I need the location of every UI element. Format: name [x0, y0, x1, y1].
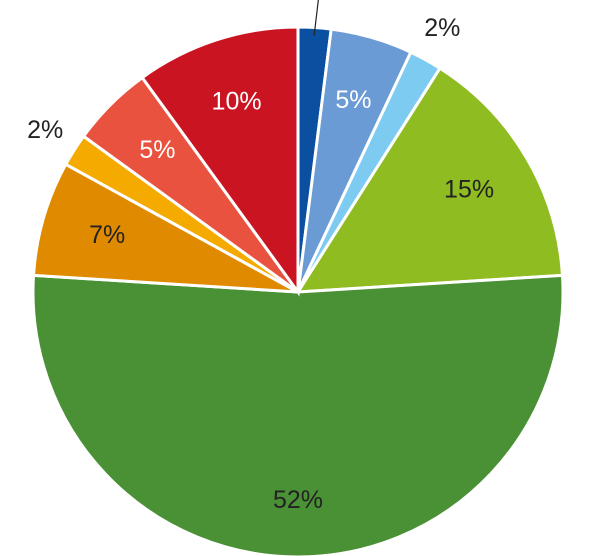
pie-slice — [31, 273, 565, 556]
data-label: 2% — [424, 14, 460, 42]
data-label: 52% — [273, 486, 323, 514]
pie-slice — [140, 25, 300, 297]
data-label: 5% — [335, 86, 371, 114]
data-label: 5% — [139, 136, 175, 164]
data-label: 2% — [27, 116, 63, 144]
leader-line — [313, 0, 319, 36]
data-label: 10% — [212, 88, 262, 116]
pie-slice — [295, 66, 565, 294]
data-label: 15% — [444, 175, 494, 203]
pie-slice — [31, 162, 299, 294]
data-label: 7% — [89, 221, 125, 249]
